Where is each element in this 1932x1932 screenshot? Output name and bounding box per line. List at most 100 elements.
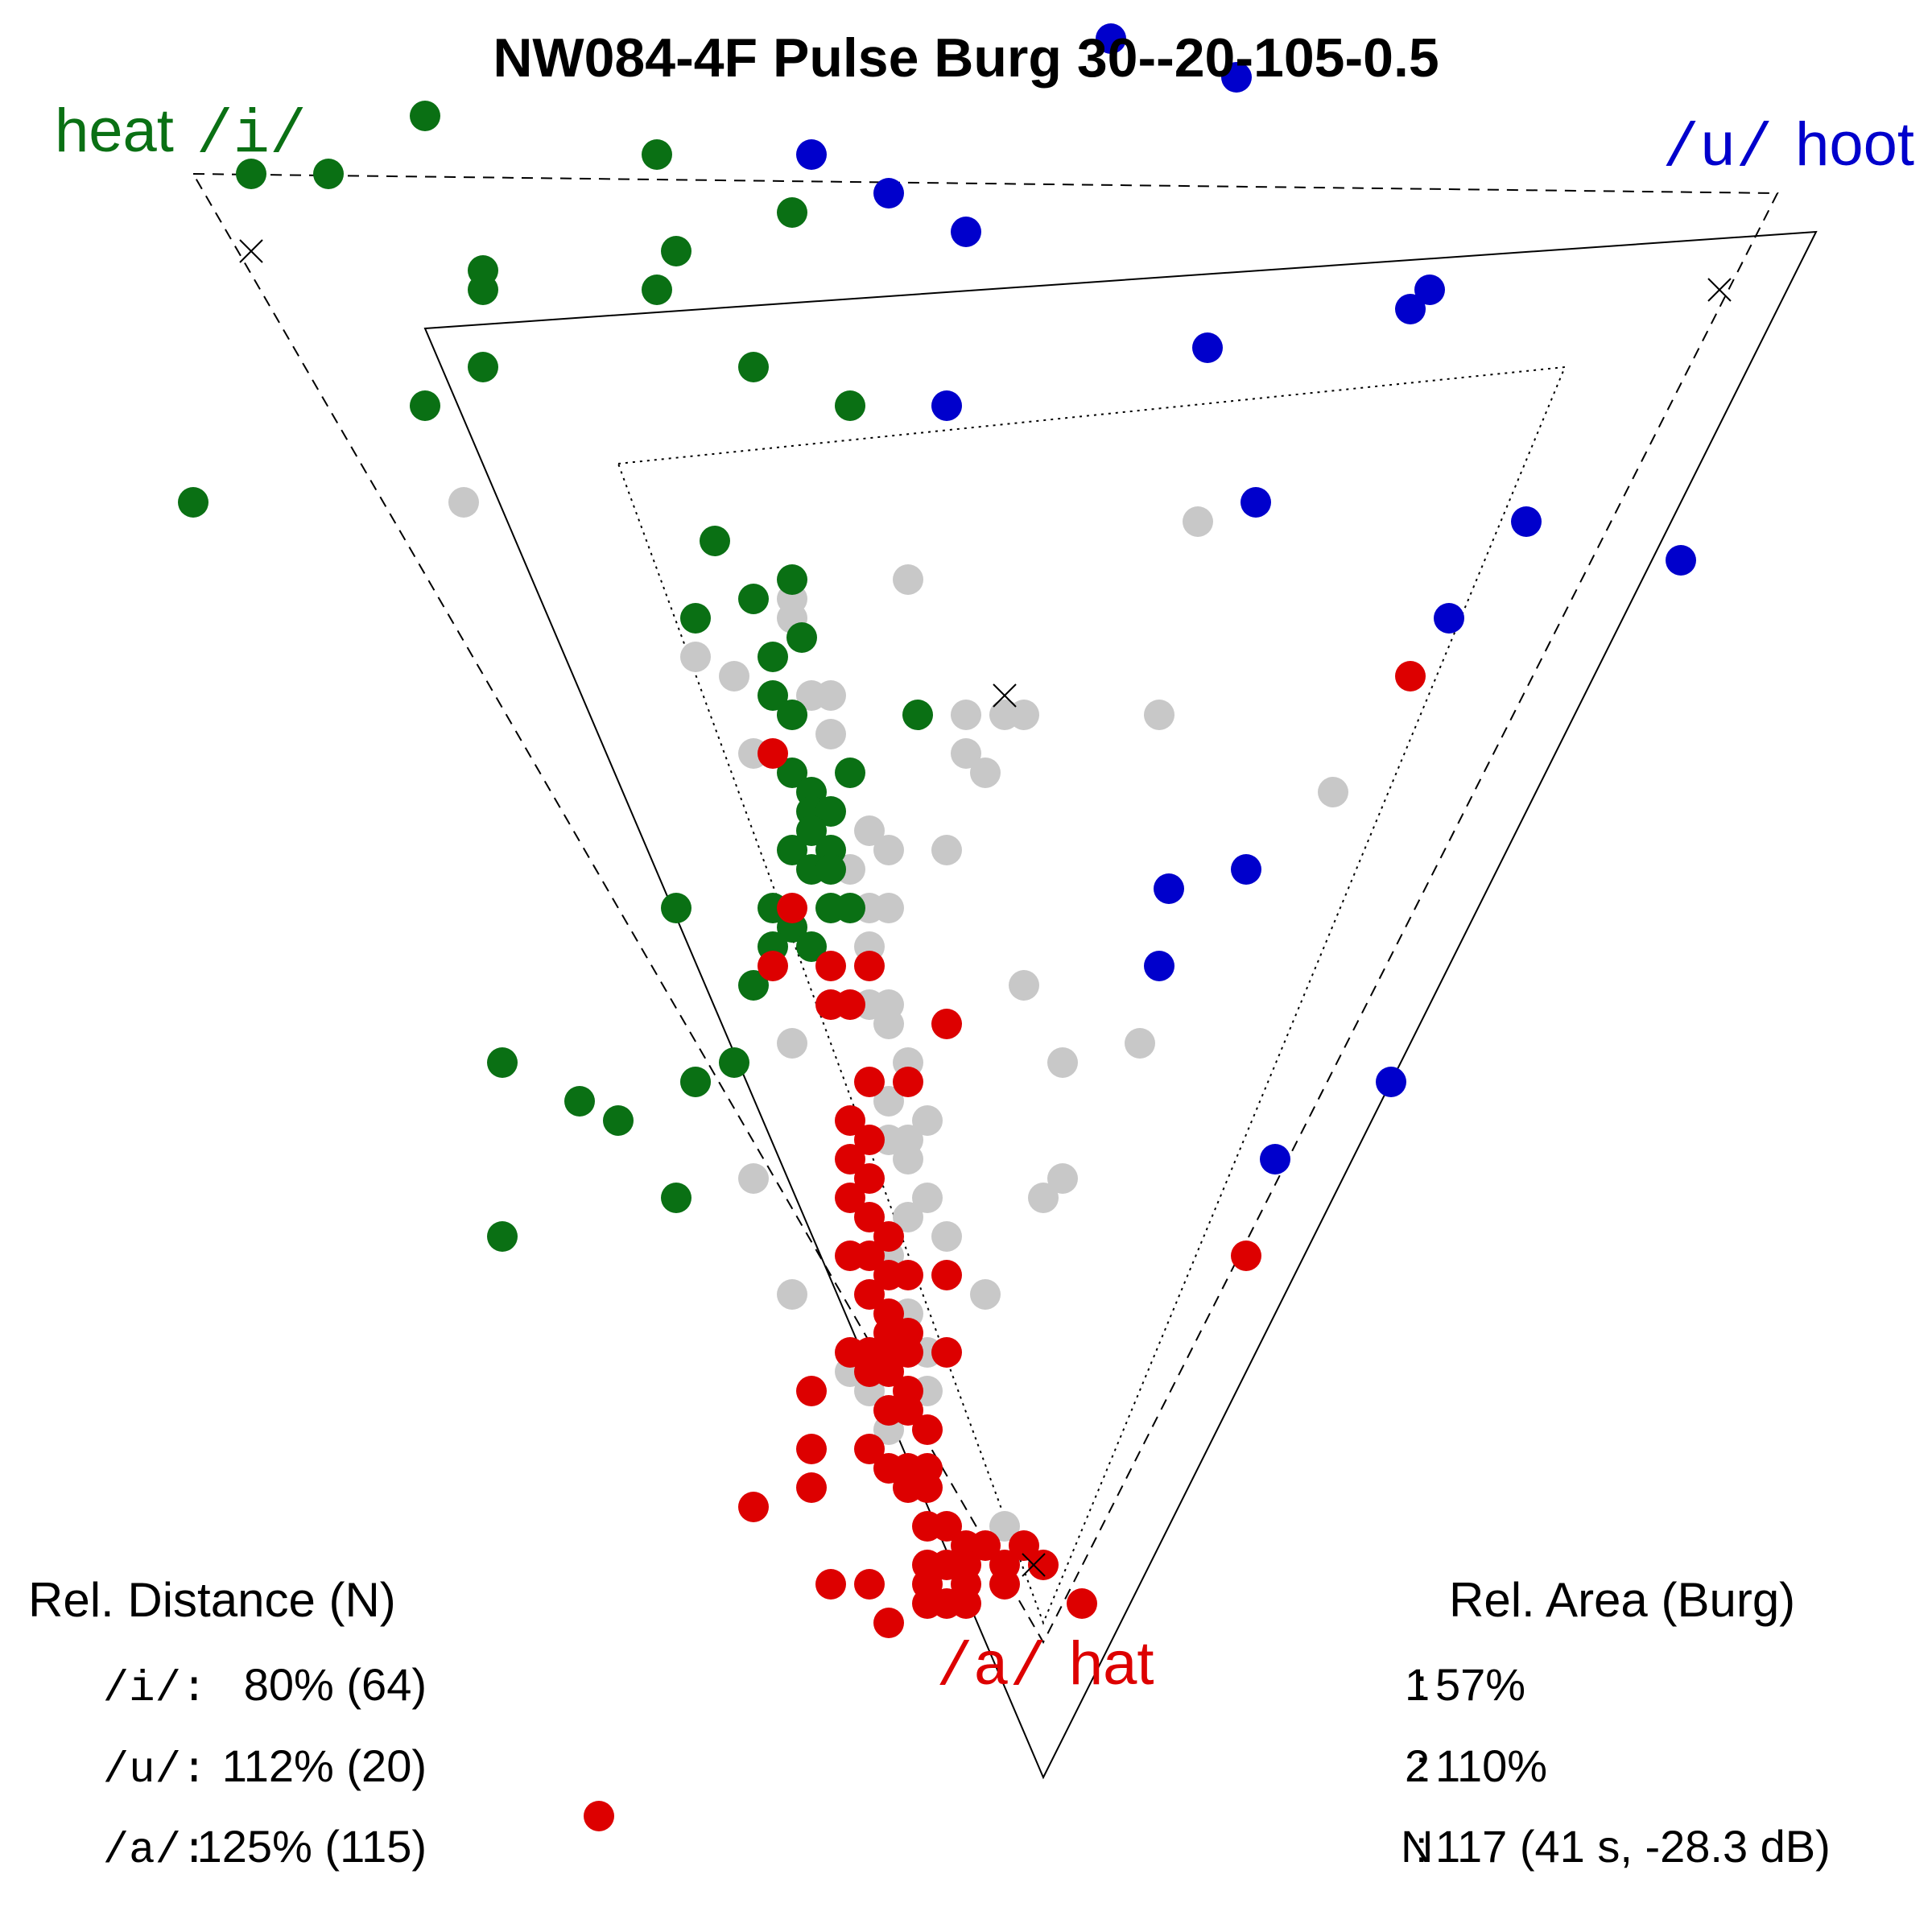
- rel-area-label-1: 1: [1405, 1659, 1430, 1710]
- point-other-2: [893, 564, 923, 595]
- point-other-43: [1028, 1183, 1059, 1213]
- point-other-33: [1047, 1047, 1078, 1078]
- point-a-30: [893, 1337, 923, 1368]
- point-i-23: [777, 758, 807, 788]
- rel-distance-label-a: /a/: [103, 1827, 181, 1876]
- rel-distance-sep-a: :: [181, 1827, 207, 1876]
- triangle-outer-dashed: [192, 172, 1779, 1645]
- x-marker-3: [1022, 1553, 1046, 1577]
- point-u-16: [1376, 1067, 1406, 1097]
- point-i-47: [487, 1221, 518, 1252]
- chart-title: NW084-4F Pulse Burg 30--20-105-0.5: [493, 27, 1439, 89]
- point-other-48: [970, 1279, 1001, 1310]
- point-a-1: [758, 738, 788, 769]
- point-a-47: [738, 1492, 769, 1522]
- point-u-8: [931, 390, 962, 421]
- point-a-49: [931, 1511, 962, 1542]
- corner-a-phoneme: /a/: [936, 1633, 1046, 1703]
- point-u-7: [1192, 332, 1223, 363]
- point-u-6: [1395, 294, 1426, 324]
- point-other-55: [989, 1511, 1020, 1542]
- point-u-2: [796, 139, 827, 170]
- rel-area-label-n: N: [1401, 1821, 1433, 1872]
- rel-area-heading: Rel. Area (Burg): [1449, 1573, 1795, 1627]
- data-points: [178, 23, 1696, 1831]
- x-marker-0: [239, 239, 263, 263]
- point-i-9: [738, 352, 769, 382]
- point-a-37: [893, 1395, 923, 1426]
- point-other-14: [815, 719, 846, 749]
- point-other-29: [1009, 970, 1039, 1001]
- point-i-15: [777, 564, 807, 595]
- point-u-1: [1221, 62, 1252, 93]
- point-a-51: [970, 1530, 1001, 1561]
- point-i-1: [313, 159, 344, 189]
- point-a-21: [893, 1260, 923, 1290]
- point-i-14: [700, 526, 730, 556]
- point-a-39: [796, 1434, 827, 1464]
- point-a-66: [951, 1588, 981, 1619]
- corner-i-word: heat: [55, 97, 174, 165]
- corner-a-word: hat: [1069, 1629, 1154, 1698]
- point-a-31: [931, 1337, 962, 1368]
- point-a-46: [912, 1472, 943, 1503]
- point-other-19: [854, 815, 885, 846]
- point-other-36: [912, 1105, 943, 1136]
- point-i-33: [661, 893, 691, 923]
- rel-distance-label-i: /i/: [103, 1665, 181, 1714]
- point-a-8: [931, 1009, 962, 1039]
- point-i-44: [564, 1086, 595, 1117]
- point-a-62: [989, 1569, 1020, 1600]
- corner-label-i: heat/i/: [55, 97, 307, 170]
- point-a-33: [873, 1356, 904, 1387]
- point-other-17: [970, 758, 1001, 788]
- corner-label-u: /u/hoot: [1662, 110, 1914, 184]
- point-a-58: [815, 1569, 846, 1600]
- rel-area-sep-n: :: [1415, 1821, 1428, 1872]
- point-i-2: [410, 101, 440, 131]
- point-a-57: [1028, 1550, 1059, 1580]
- rel-area-label-2: 2: [1405, 1740, 1430, 1791]
- point-i-41: [487, 1047, 518, 1078]
- point-u-9: [1241, 487, 1271, 518]
- rel-distance-label-u: /u/: [103, 1746, 181, 1795]
- point-u-3: [873, 178, 904, 208]
- point-i-30: [777, 835, 807, 865]
- corner-label-a: /a/hat: [936, 1629, 1154, 1703]
- point-i-45: [603, 1105, 634, 1136]
- rel-distance-sep-u: :: [181, 1746, 207, 1795]
- point-a-11: [835, 1105, 865, 1136]
- point-a-22: [931, 1260, 962, 1290]
- point-other-5: [680, 642, 711, 672]
- point-a-35: [796, 1376, 827, 1406]
- point-i-19: [758, 642, 788, 672]
- point-other-28: [873, 1009, 904, 1039]
- triangle-inner-dotted: [617, 365, 1567, 1625]
- point-a-10: [893, 1067, 923, 1097]
- point-other-45: [931, 1221, 962, 1252]
- point-u-5: [1414, 275, 1445, 305]
- point-i-4: [777, 197, 807, 228]
- point-i-46: [661, 1183, 691, 1213]
- point-a-4: [815, 951, 846, 981]
- point-other-8: [815, 680, 846, 711]
- rel-distance-value-i: 80% (64): [244, 1659, 427, 1710]
- rel-area-sep-2: :: [1415, 1740, 1428, 1791]
- point-i-18: [786, 622, 817, 653]
- rel-area-value-n: 117 (41 s, -28.3 dB): [1435, 1821, 1831, 1872]
- point-u-4: [951, 217, 981, 247]
- point-u-13: [1231, 854, 1261, 885]
- point-a-69: [1231, 1241, 1261, 1271]
- point-other-44: [893, 1202, 923, 1232]
- point-other-30: [1125, 1028, 1155, 1059]
- point-u-17: [1260, 1144, 1290, 1174]
- point-i-43: [680, 1067, 711, 1097]
- point-other-21: [931, 835, 962, 865]
- point-i-38: [796, 931, 827, 962]
- point-i-21: [777, 700, 807, 730]
- triangle-solid: [423, 230, 1818, 1780]
- point-a-23: [854, 1279, 885, 1310]
- point-other-42: [1047, 1163, 1078, 1194]
- point-i-6: [468, 275, 498, 305]
- point-a-40: [854, 1434, 885, 1464]
